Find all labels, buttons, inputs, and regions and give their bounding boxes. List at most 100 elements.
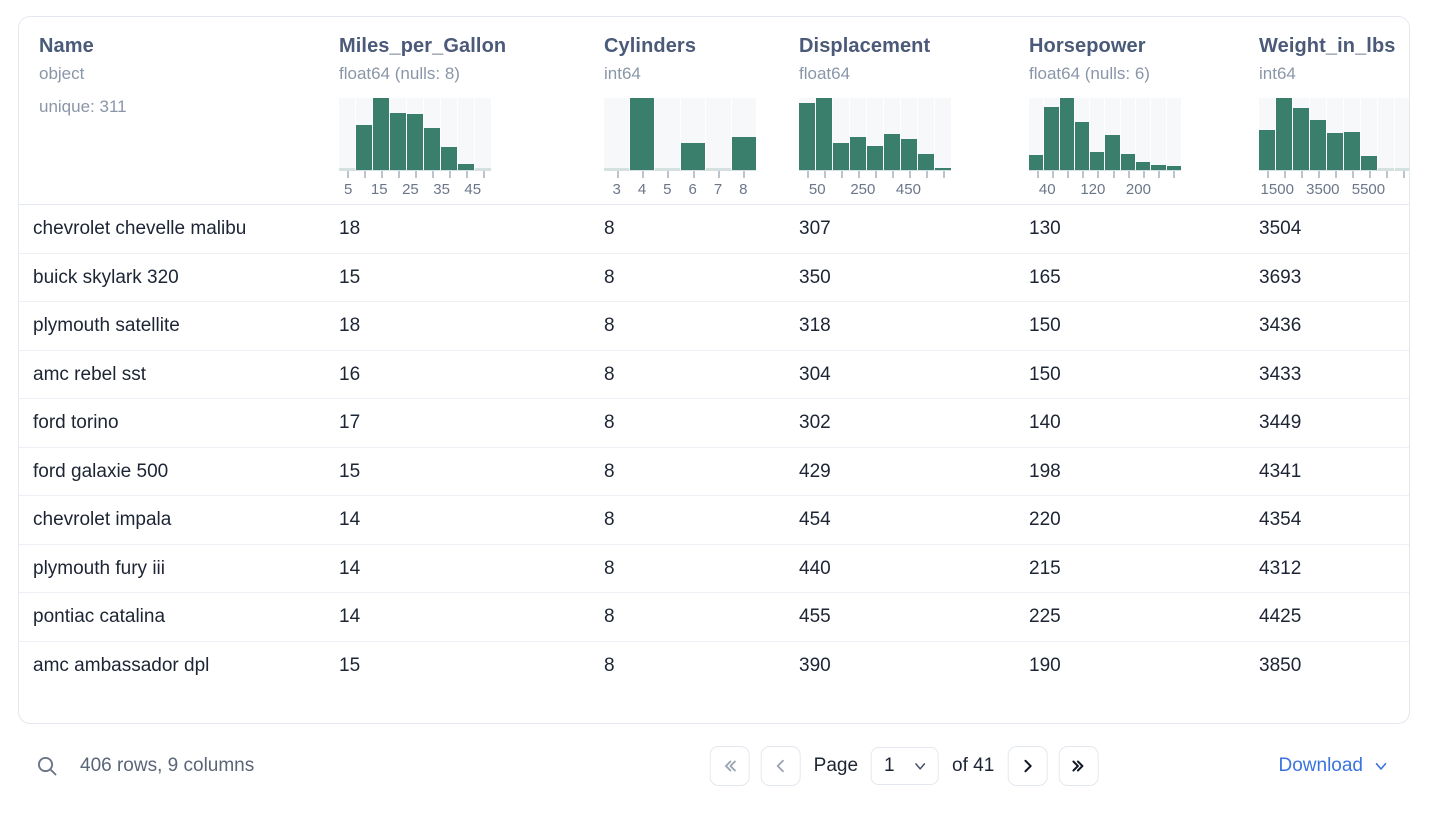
table-cell-horsepower: 165 (1029, 253, 1259, 303)
histogram-bar (731, 136, 756, 171)
histogram-bar (339, 168, 355, 171)
histogram-bar (604, 168, 629, 171)
table-cell-horsepower: 215 (1029, 544, 1259, 594)
histogram-bar (850, 136, 866, 171)
histogram-bar (1090, 151, 1105, 171)
download-button[interactable]: Download (1279, 755, 1405, 777)
table-footer: 406 rows, 9 columns Page 1 (18, 724, 1410, 808)
histogram-bar (1105, 135, 1120, 171)
table-cell-displacement: 318 (799, 301, 1029, 351)
column-title: Miles_per_Gallon (339, 35, 507, 57)
table-row[interactable]: ford torino 17 8 302 140 3449 (19, 398, 1409, 448)
table-row[interactable]: buick skylark 320 15 8 350 165 3693 (19, 253, 1409, 303)
histogram-bar (901, 139, 917, 171)
table-row[interactable]: plymouth satellite 18 8 318 150 3436 (19, 301, 1409, 351)
table-header: Name object unique: 311 Miles_per_Gallon… (19, 17, 1409, 206)
axis-tick (858, 171, 861, 179)
table-row[interactable]: chevrolet chevelle malibu 18 8 307 130 3504 (19, 204, 1409, 254)
table-cell-displacement: 429 (799, 447, 1029, 497)
column-header-weight-in-lbs[interactable]: Weight_in_lbs int64 1500 3500 5500 (1259, 17, 1409, 206)
previous-page-button[interactable] (760, 746, 801, 786)
table-cell-cylinders: 8 (604, 301, 799, 351)
axis-tick (667, 171, 670, 179)
axis-tick (364, 171, 367, 179)
table-body: chevrolet chevelle malibu 18 8 307 130 3504 bu… (19, 204, 1409, 690)
axis-tick-label: 4 (637, 181, 647, 199)
column-header-displacement[interactable]: Displacement float64 50 250 450 (799, 17, 1029, 206)
histogram-bar (1327, 133, 1343, 171)
axis-tick (1143, 171, 1145, 179)
table-cell-displacement: 350 (799, 253, 1029, 303)
histogram-bars (1029, 98, 1182, 171)
table-cell-weight: 3436 (1259, 301, 1409, 351)
histogram-bar (1059, 98, 1074, 171)
histogram-tick-labels: 5 15 25 35 45 (339, 181, 491, 201)
axis-tick-label: 3 (612, 181, 621, 199)
axis-tick (347, 171, 350, 179)
table-cell-horsepower: 190 (1029, 654, 1061, 676)
table-row[interactable]: amc ambassador dpl 15 8 390 190 3850 (19, 641, 1409, 690)
table-row[interactable]: ford galaxie 500 15 8 429 198 4341 (19, 447, 1409, 497)
histogram-bar (1276, 98, 1292, 171)
column-dtype: float64 (799, 64, 851, 83)
axis-tick-label: 40 (1038, 181, 1056, 199)
table-cell-horsepower: 150 (1029, 350, 1259, 400)
column-header-horsepower[interactable]: Horsepower float64 (nulls: 6) 40 120 200 (1029, 17, 1259, 206)
table-cell-mpg: 15 (339, 447, 604, 497)
table-cell-displacement: 302 (799, 398, 1029, 448)
table-cell-weight: 3850 (1259, 654, 1302, 676)
axis-tick-label: 3500 (1306, 181, 1340, 199)
axis-tick-label: 45 (464, 181, 482, 199)
table-scroll-container[interactable]: Name object unique: 311 Miles_per_Gallon… (19, 17, 1409, 723)
axis-tick (875, 171, 877, 179)
histogram-bar (1395, 168, 1409, 171)
table-cell-horsepower: 140 (1029, 398, 1259, 448)
table-row[interactable]: plymouth fury iii 14 8 440 215 4312 (19, 544, 1409, 594)
histogram-bar (1166, 166, 1181, 171)
table-cell-displacement: 307 (799, 204, 1029, 254)
histogram-tick-labels: 50 250 450 (799, 181, 951, 201)
first-page-button[interactable] (709, 746, 750, 786)
table-cell-cylinders: 8 (604, 544, 799, 594)
table-row[interactable]: chevrolet impala 14 8 454 220 4354 (19, 495, 1409, 545)
page-number-select[interactable]: 1 (871, 747, 940, 785)
axis-tick (807, 171, 810, 179)
column-header-name[interactable]: Name object unique: 311 (19, 17, 339, 206)
histogram-bar (680, 143, 705, 171)
page-number-value: 1 (884, 755, 895, 776)
axis-tick (1067, 171, 1069, 179)
axis-tick (1284, 171, 1287, 179)
table-cell-mpg: 18 (339, 301, 604, 351)
histogram-axis (339, 170, 491, 179)
search-icon[interactable] (32, 751, 62, 781)
table-cell-weight: 3504 (1259, 204, 1409, 254)
axis-tick-label: 5 (343, 181, 353, 199)
axis-tick (482, 171, 485, 179)
table-cell-name: pontiac catalina (19, 592, 339, 642)
axis-tick (942, 171, 945, 179)
table-cell-name: chevrolet impala (19, 495, 339, 545)
histogram-bar (1029, 155, 1044, 171)
table-cell-displacement: 390 (799, 654, 831, 676)
table-cell-name: buick skylark 320 (19, 253, 339, 303)
axis-tick (891, 171, 894, 179)
last-page-button[interactable] (1058, 746, 1099, 786)
histogram-bar (918, 154, 934, 171)
next-page-button[interactable] (1007, 746, 1048, 786)
axis-tick (1385, 171, 1388, 179)
table-cell-horsepower: 198 (1029, 447, 1259, 497)
column-unique-count: unique: 311 (39, 97, 127, 117)
histogram-weight-in-lbs: 1500 3500 5500 (1259, 98, 1409, 198)
total-pages-label: of 41 (952, 755, 995, 776)
column-header-miles-per-gallon[interactable]: Miles_per_Gallon float64 (nulls: 8) 5 15 2… (339, 17, 604, 206)
table-row[interactable]: amc rebel sst 16 8 304 150 3433 (19, 350, 1409, 400)
table-row[interactable]: pontiac catalina 14 8 455 225 4425 (19, 592, 1409, 642)
axis-tick (398, 171, 401, 179)
table-cell-name: ford galaxie 500 (19, 447, 339, 497)
axis-tick (1402, 171, 1405, 179)
histogram-axis (604, 170, 756, 179)
